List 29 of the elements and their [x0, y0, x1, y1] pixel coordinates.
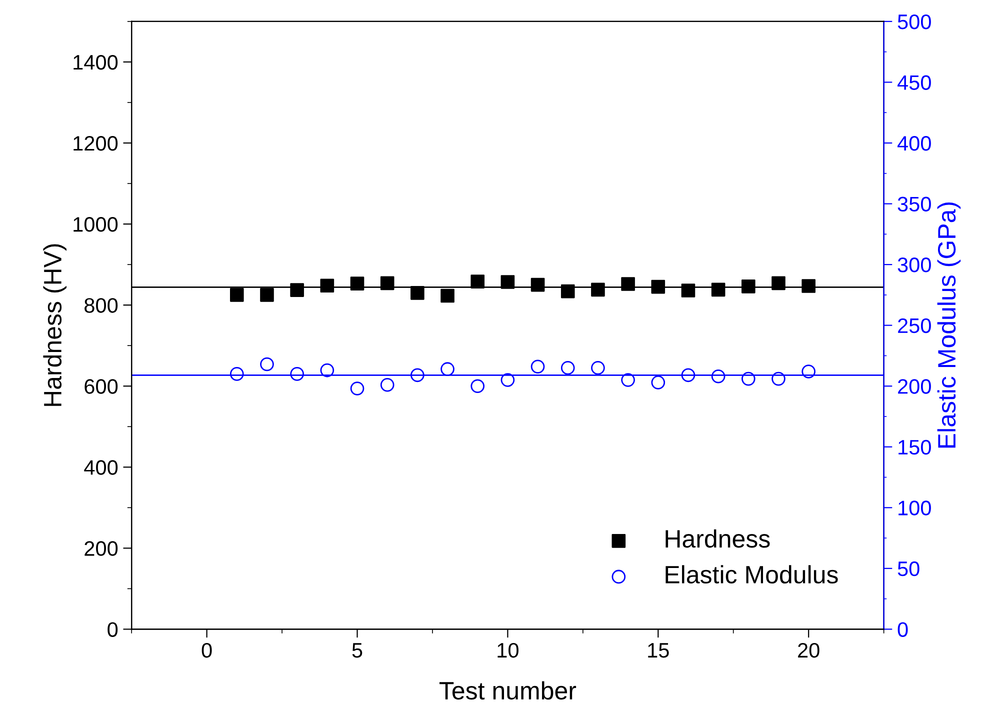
y-tick-label: 1000: [74, 217, 118, 232]
y2-tick-label: 100: [898, 500, 931, 516]
y2-tick-label: 500: [898, 14, 931, 30]
y-tick-label: 400: [84, 460, 118, 475]
legend-label: Hardness: [666, 529, 770, 548]
y2-tick-label: 400: [897, 136, 931, 151]
y2-tick-label: 300: [898, 258, 931, 272]
y-axis-title: Hardness (HV): [43, 244, 66, 406]
y2-tick-label: 250: [898, 318, 931, 334]
y-tick-label: 0: [108, 622, 118, 637]
x-tick-label: 20: [798, 642, 820, 658]
x-tick-label: 15: [648, 643, 669, 658]
y2-tick-label: 150: [898, 440, 931, 455]
x-tick-label: 5: [352, 643, 362, 658]
y2-tick-label: 0: [898, 622, 908, 637]
y2-axis-title: Elastic Modulus (GPa): [937, 202, 961, 448]
x-tick-label: 0: [202, 642, 212, 658]
y-tick-label: 200: [84, 541, 118, 556]
y2-tick-label: 200: [898, 379, 931, 394]
x-axis-title: Test number: [439, 681, 576, 700]
y-tick-label: 1400: [74, 54, 118, 70]
legend-label: Elastic Modulus: [666, 565, 838, 584]
y2-tick-label: 50: [898, 561, 920, 576]
y-tick-label: 1200: [74, 136, 118, 151]
x-tick-label: 10: [498, 642, 518, 658]
y2-tick-label: 450: [897, 75, 931, 90]
y2-tick-label: 350: [898, 196, 931, 212]
y-tick-label: 600: [84, 379, 118, 394]
y-tick-label: 800: [84, 298, 118, 313]
